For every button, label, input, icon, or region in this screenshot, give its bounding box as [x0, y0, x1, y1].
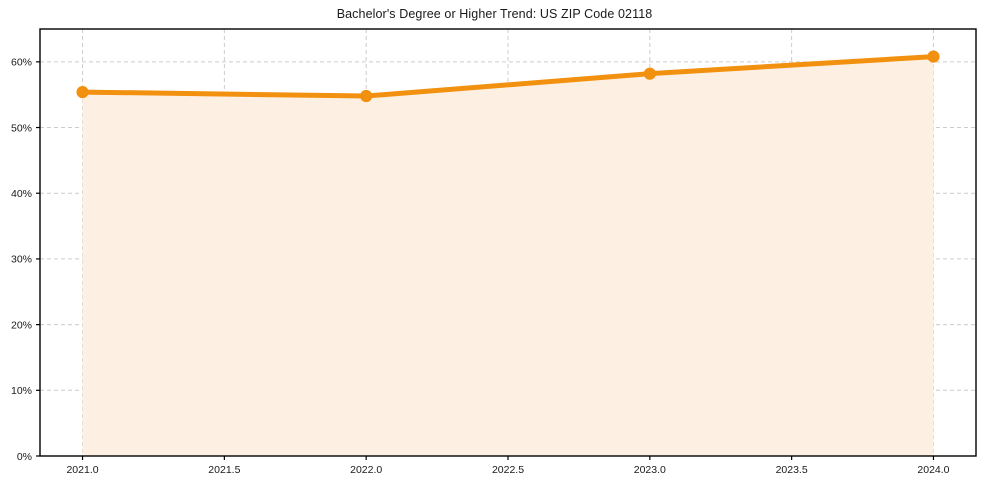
data-point-marker: [360, 89, 373, 103]
x-tick-label: 2023.0: [634, 464, 666, 476]
x-tick-label: 2022.5: [492, 464, 524, 476]
area-fill: [82, 56, 934, 457]
x-tick-label: 2021.0: [66, 464, 98, 476]
y-tick-label: 10%: [11, 385, 32, 397]
y-tick-label: 0%: [17, 451, 32, 463]
x-tick-label: 2023.5: [776, 464, 808, 476]
y-axis-tick-labels: 0% 10% 20% 30% 40% 50% 60%: [11, 57, 32, 463]
data-point-marker: [927, 50, 940, 63]
chart-title: Bachelor's Degree or Higher Trend: US ZI…: [336, 7, 653, 21]
y-tick-label: 20%: [11, 319, 32, 331]
x-tick-label: 2021.5: [208, 464, 240, 476]
y-tick-label: 40%: [11, 188, 32, 200]
y-tick-label: 30%: [11, 254, 32, 266]
data-point-marker: [76, 85, 89, 99]
y-tick-label: 60%: [11, 57, 32, 69]
y-axis-ticks: [36, 61, 40, 457]
data-point-markers: [76, 50, 940, 103]
y-tick-label: 50%: [11, 122, 32, 134]
data-point-marker: [643, 67, 656, 80]
trend-line: [80, 54, 936, 99]
x-axis-ticks: [81, 456, 935, 460]
x-tick-label: 2024.0: [917, 464, 949, 476]
x-axis-tick-labels: 2021.0 2021.5 2022.0 2022.5 2023.0 2023.5 2024…: [66, 464, 949, 476]
x-tick-label: 2022.0: [350, 464, 382, 476]
